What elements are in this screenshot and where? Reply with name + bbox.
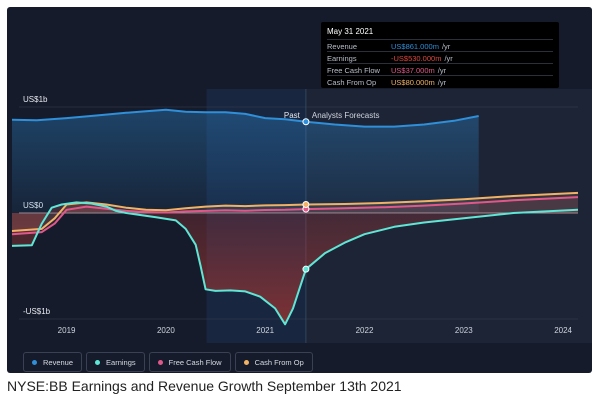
legend-label: Revenue [43,357,74,367]
x-tick-label: 2020 [157,326,175,335]
tooltip: May 31 2021 Revenue US$861.000m/yr Earni… [321,22,559,88]
legend-item-revenue[interactable]: Revenue [23,352,83,372]
legend-label: Free Cash Flow [168,357,222,367]
y-tick-label: US$1b [23,95,48,104]
revenue-area [12,109,479,213]
legend-label: Earnings [106,357,136,367]
cash-from-op-line [11,191,579,232]
free-cash-flow-line [11,196,579,236]
free-cash-flow-area [12,197,578,235]
tooltip-date: May 31 2021 [327,27,374,36]
legend-item-earnings[interactable]: Earnings [86,352,145,372]
tooltip-row-earnings: Earnings -US$530.000m/yr [327,51,553,64]
tooltip-row-free-cash-flow: Free Cash Flow US$37.000m/yr [327,63,553,76]
legend-label: Cash From Op [254,357,304,367]
legend-item-cash-from-op[interactable]: Cash From Op [234,352,313,372]
cash-from-op-marker [302,201,310,209]
cash-from-op-area [12,192,578,231]
revenue-marker [302,118,310,126]
revenue-line [11,108,479,128]
tooltip-label: Revenue [327,42,358,51]
chart-panel: US$1bUS$0-US$1b201920202021202220232024P… [7,7,592,373]
legend-dot-icon [32,359,37,365]
x-tick-label: 2022 [356,326,374,335]
tooltip-row-cash-from-op: Cash From Op US$80.000m/yr [327,75,553,88]
tooltip-value: -US$530.000m/yr [391,54,453,63]
earnings-line [11,201,579,326]
chart-legend: Revenue Earnings Free Cash Flow Cash Fro… [23,352,313,372]
chart-caption: NYSE:BB Earnings and Revenue Growth Sept… [7,378,402,394]
x-tick-label: 2019 [58,326,76,335]
past-label: Past [284,111,301,120]
legend-dot-icon [95,359,101,365]
tooltip-value: US$861.000m/yr [391,42,451,51]
tooltip-label: Earnings [327,54,357,63]
tooltip-value: US$80.000m/yr [391,78,447,87]
earnings-area [12,202,578,325]
tooltip-label: Cash From Op [327,78,377,87]
x-tick-label: 2021 [256,326,274,335]
legend-dot-icon [243,359,249,365]
tooltip-label: Free Cash Flow [327,66,380,75]
earnings-marker [302,265,310,273]
forecast-label: Analysts Forecasts [312,111,380,120]
earnings-revenue-chart: US$1bUS$0-US$1b201920202021202220232024P… [11,89,592,343]
legend-item-free-cash-flow[interactable]: Free Cash Flow [148,352,231,372]
tooltip-row-revenue: Revenue US$861.000m/yr [327,39,553,52]
tooltip-value: US$37.000m/yr [391,66,447,75]
legend-dot-icon [157,359,163,365]
y-tick-label: -US$1b [23,307,51,316]
x-tick-label: 2024 [554,326,572,335]
x-tick-label: 2023 [455,326,473,335]
